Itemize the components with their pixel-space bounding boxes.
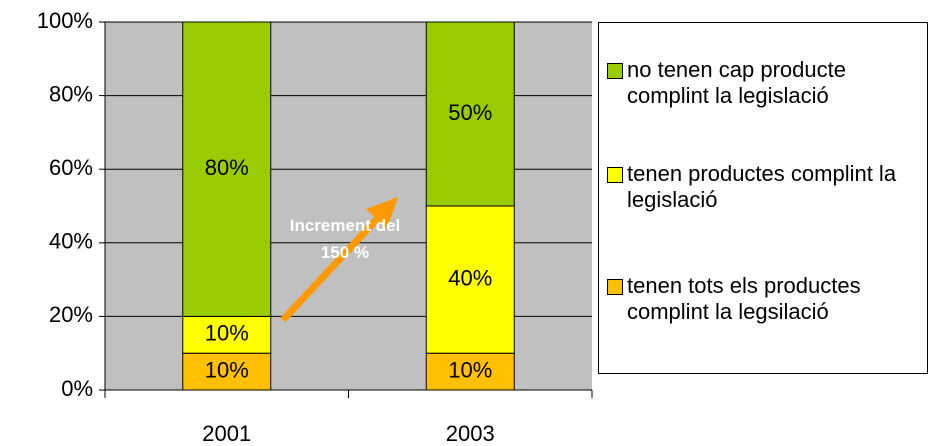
value-label: 80% <box>205 155 249 180</box>
bar-segment <box>425 352 515 391</box>
legend-item: no tenen cap producte complint la legisl… <box>607 57 925 109</box>
arrow-head <box>366 197 398 229</box>
x-tick-label: 2001 <box>202 421 251 446</box>
bar-segment <box>425 205 515 354</box>
annotation: Increment del 150 % <box>289 216 401 262</box>
legend-item: tenen tots els productes complint la leg… <box>607 273 925 325</box>
plot-background <box>105 22 592 390</box>
y-tick-label: 20% <box>49 302 93 327</box>
y-tick-label: 100% <box>37 8 93 33</box>
legend-label: tenen tots els productes complint la leg… <box>627 273 861 324</box>
y-tick-label: 0% <box>61 376 93 401</box>
value-label: 40% <box>448 265 492 290</box>
bar-segment <box>425 21 515 207</box>
legend-swatch <box>607 279 623 295</box>
x-tick-label: 2003 <box>446 421 495 446</box>
legend: no tenen cap producte complint la legisl… <box>598 22 928 374</box>
legend-item: tenen productes complint la legislació <box>607 161 925 213</box>
value-label: 10% <box>205 321 249 346</box>
value-label: 10% <box>205 357 249 382</box>
legend-label: no tenen cap producte complint la legisl… <box>627 57 846 108</box>
y-tick-label: 40% <box>49 229 93 254</box>
legend-swatch <box>607 63 623 79</box>
bar-segment <box>182 21 272 317</box>
legend-swatch <box>607 167 623 183</box>
arrow-shaft <box>280 215 381 323</box>
legend-label: tenen productes complint la legislació <box>627 161 897 212</box>
value-label: 50% <box>448 100 492 125</box>
value-label: 10% <box>448 357 492 382</box>
y-tick-label: 60% <box>49 155 93 180</box>
y-tick-label: 80% <box>49 81 93 106</box>
